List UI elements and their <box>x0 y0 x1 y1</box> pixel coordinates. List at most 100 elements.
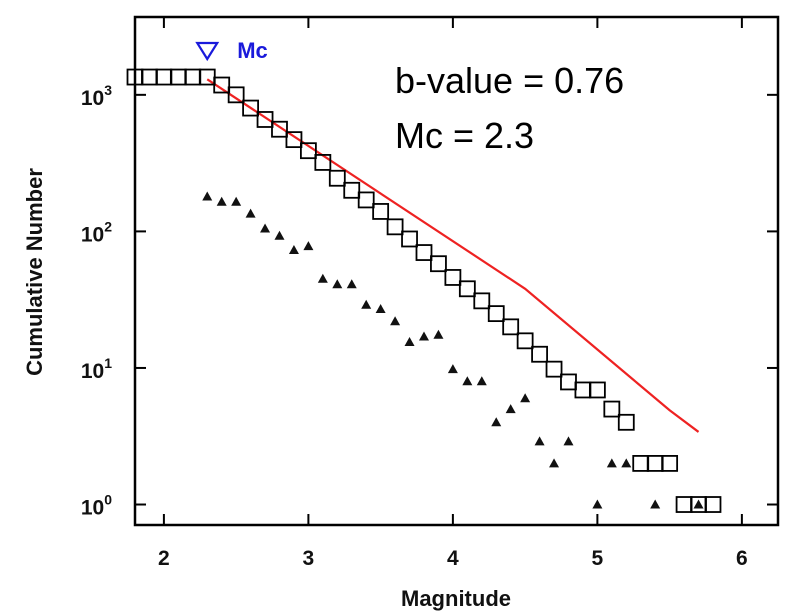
y-tick-label-base: 10 <box>81 497 104 520</box>
square-point <box>401 230 418 248</box>
x-tick-label: 4 <box>447 547 459 570</box>
y-tick-label-exponent: 3 <box>104 82 112 98</box>
square-point <box>328 169 346 187</box>
y-tick-label-exponent: 0 <box>104 492 112 508</box>
square-point <box>516 332 534 350</box>
square-point <box>169 68 187 86</box>
triangle-point <box>404 336 415 346</box>
triangle-point <box>476 376 487 386</box>
mc-triangle-marker <box>195 41 220 62</box>
square-point <box>473 292 491 310</box>
triangle-point <box>274 230 285 240</box>
square-point <box>256 111 274 128</box>
triangle-point <box>592 499 603 509</box>
y-tick-label: 100 <box>81 492 112 520</box>
square-point <box>487 305 505 323</box>
triangle-point <box>549 458 560 468</box>
square-point <box>415 244 433 261</box>
noncumulative-series <box>202 191 704 509</box>
square-point <box>675 496 693 513</box>
triangle-point <box>303 241 314 251</box>
triangle-point <box>288 245 299 255</box>
square-point <box>299 142 317 160</box>
triangle-point <box>390 316 401 326</box>
square-point <box>386 218 404 236</box>
y-tick-label-base: 10 <box>81 223 104 246</box>
fit-line-layer <box>206 78 700 433</box>
x-tick-label: 6 <box>736 547 748 570</box>
square-point <box>531 345 548 363</box>
x-axis-ticks: 2 3 4 5 6 <box>158 17 748 570</box>
triangle-point <box>202 191 213 201</box>
y-tick-label-exponent: 1 <box>104 355 112 371</box>
square-point <box>588 381 606 399</box>
square-point <box>430 255 447 273</box>
x-tick-label: 3 <box>303 547 315 570</box>
triangle-point <box>375 304 386 314</box>
square-point <box>155 68 173 86</box>
triangle-point <box>447 364 458 374</box>
b-value-annotation: b-value = 0.76 <box>395 60 624 101</box>
square-point <box>357 191 375 209</box>
square-point <box>242 99 259 117</box>
triangle-point <box>462 376 473 386</box>
triangle-point <box>346 279 357 289</box>
y-tick-label: 103 <box>81 82 112 110</box>
triangle-point <box>520 393 531 403</box>
triangle-point <box>260 223 271 233</box>
square-point <box>314 154 332 171</box>
triangle-point <box>650 499 661 509</box>
square-point <box>603 400 621 418</box>
cumulative-series <box>126 68 722 513</box>
square-point <box>285 131 303 149</box>
y-tick-label-exponent: 2 <box>104 218 112 234</box>
square-point <box>632 455 650 472</box>
triangle-point <box>361 299 372 309</box>
triangle-point <box>433 329 444 339</box>
triangle-point <box>216 196 227 206</box>
y-tick-label: 102 <box>81 218 112 246</box>
triangle-point <box>606 458 617 468</box>
square-point <box>444 269 462 286</box>
square-point <box>184 68 202 86</box>
square-point <box>213 76 231 94</box>
square-point <box>141 68 158 86</box>
x-axis-title: Magnitude <box>401 586 511 611</box>
plot-frame <box>133 15 780 527</box>
y-tick-label-base: 10 <box>81 87 104 110</box>
triangle-point <box>418 331 429 341</box>
mc-annotation: Mc = 2.3 <box>395 115 534 156</box>
square-point <box>545 360 563 378</box>
square-point <box>458 280 476 298</box>
triangle-point <box>332 279 343 289</box>
x-tick-label: 5 <box>592 547 604 570</box>
mc-marker-label: Mc <box>237 38 268 63</box>
square-point <box>661 455 679 472</box>
square-point <box>372 203 390 220</box>
square-point <box>704 496 722 513</box>
triangle-point <box>621 458 632 468</box>
triangle-point <box>231 196 242 206</box>
square-point <box>227 86 245 104</box>
y-axis-title: Cumulative Number <box>22 168 47 376</box>
square-point <box>502 318 520 336</box>
y-tick-label: 101 <box>81 355 112 383</box>
square-point <box>343 181 361 199</box>
square-point <box>574 381 592 399</box>
x-tick-label: 2 <box>158 547 170 570</box>
y-tick-label-base: 10 <box>81 360 104 383</box>
triangle-point <box>317 273 328 283</box>
triangle-point <box>491 417 502 427</box>
square-point <box>560 373 577 391</box>
triangle-point <box>534 436 545 446</box>
triangle-point <box>245 208 256 218</box>
square-point <box>617 413 635 431</box>
square-point <box>646 455 664 472</box>
triangle-point <box>505 404 516 414</box>
triangle-point <box>563 436 574 446</box>
fit-line <box>206 78 700 433</box>
square-point <box>271 120 288 138</box>
triangle-point <box>693 499 704 509</box>
